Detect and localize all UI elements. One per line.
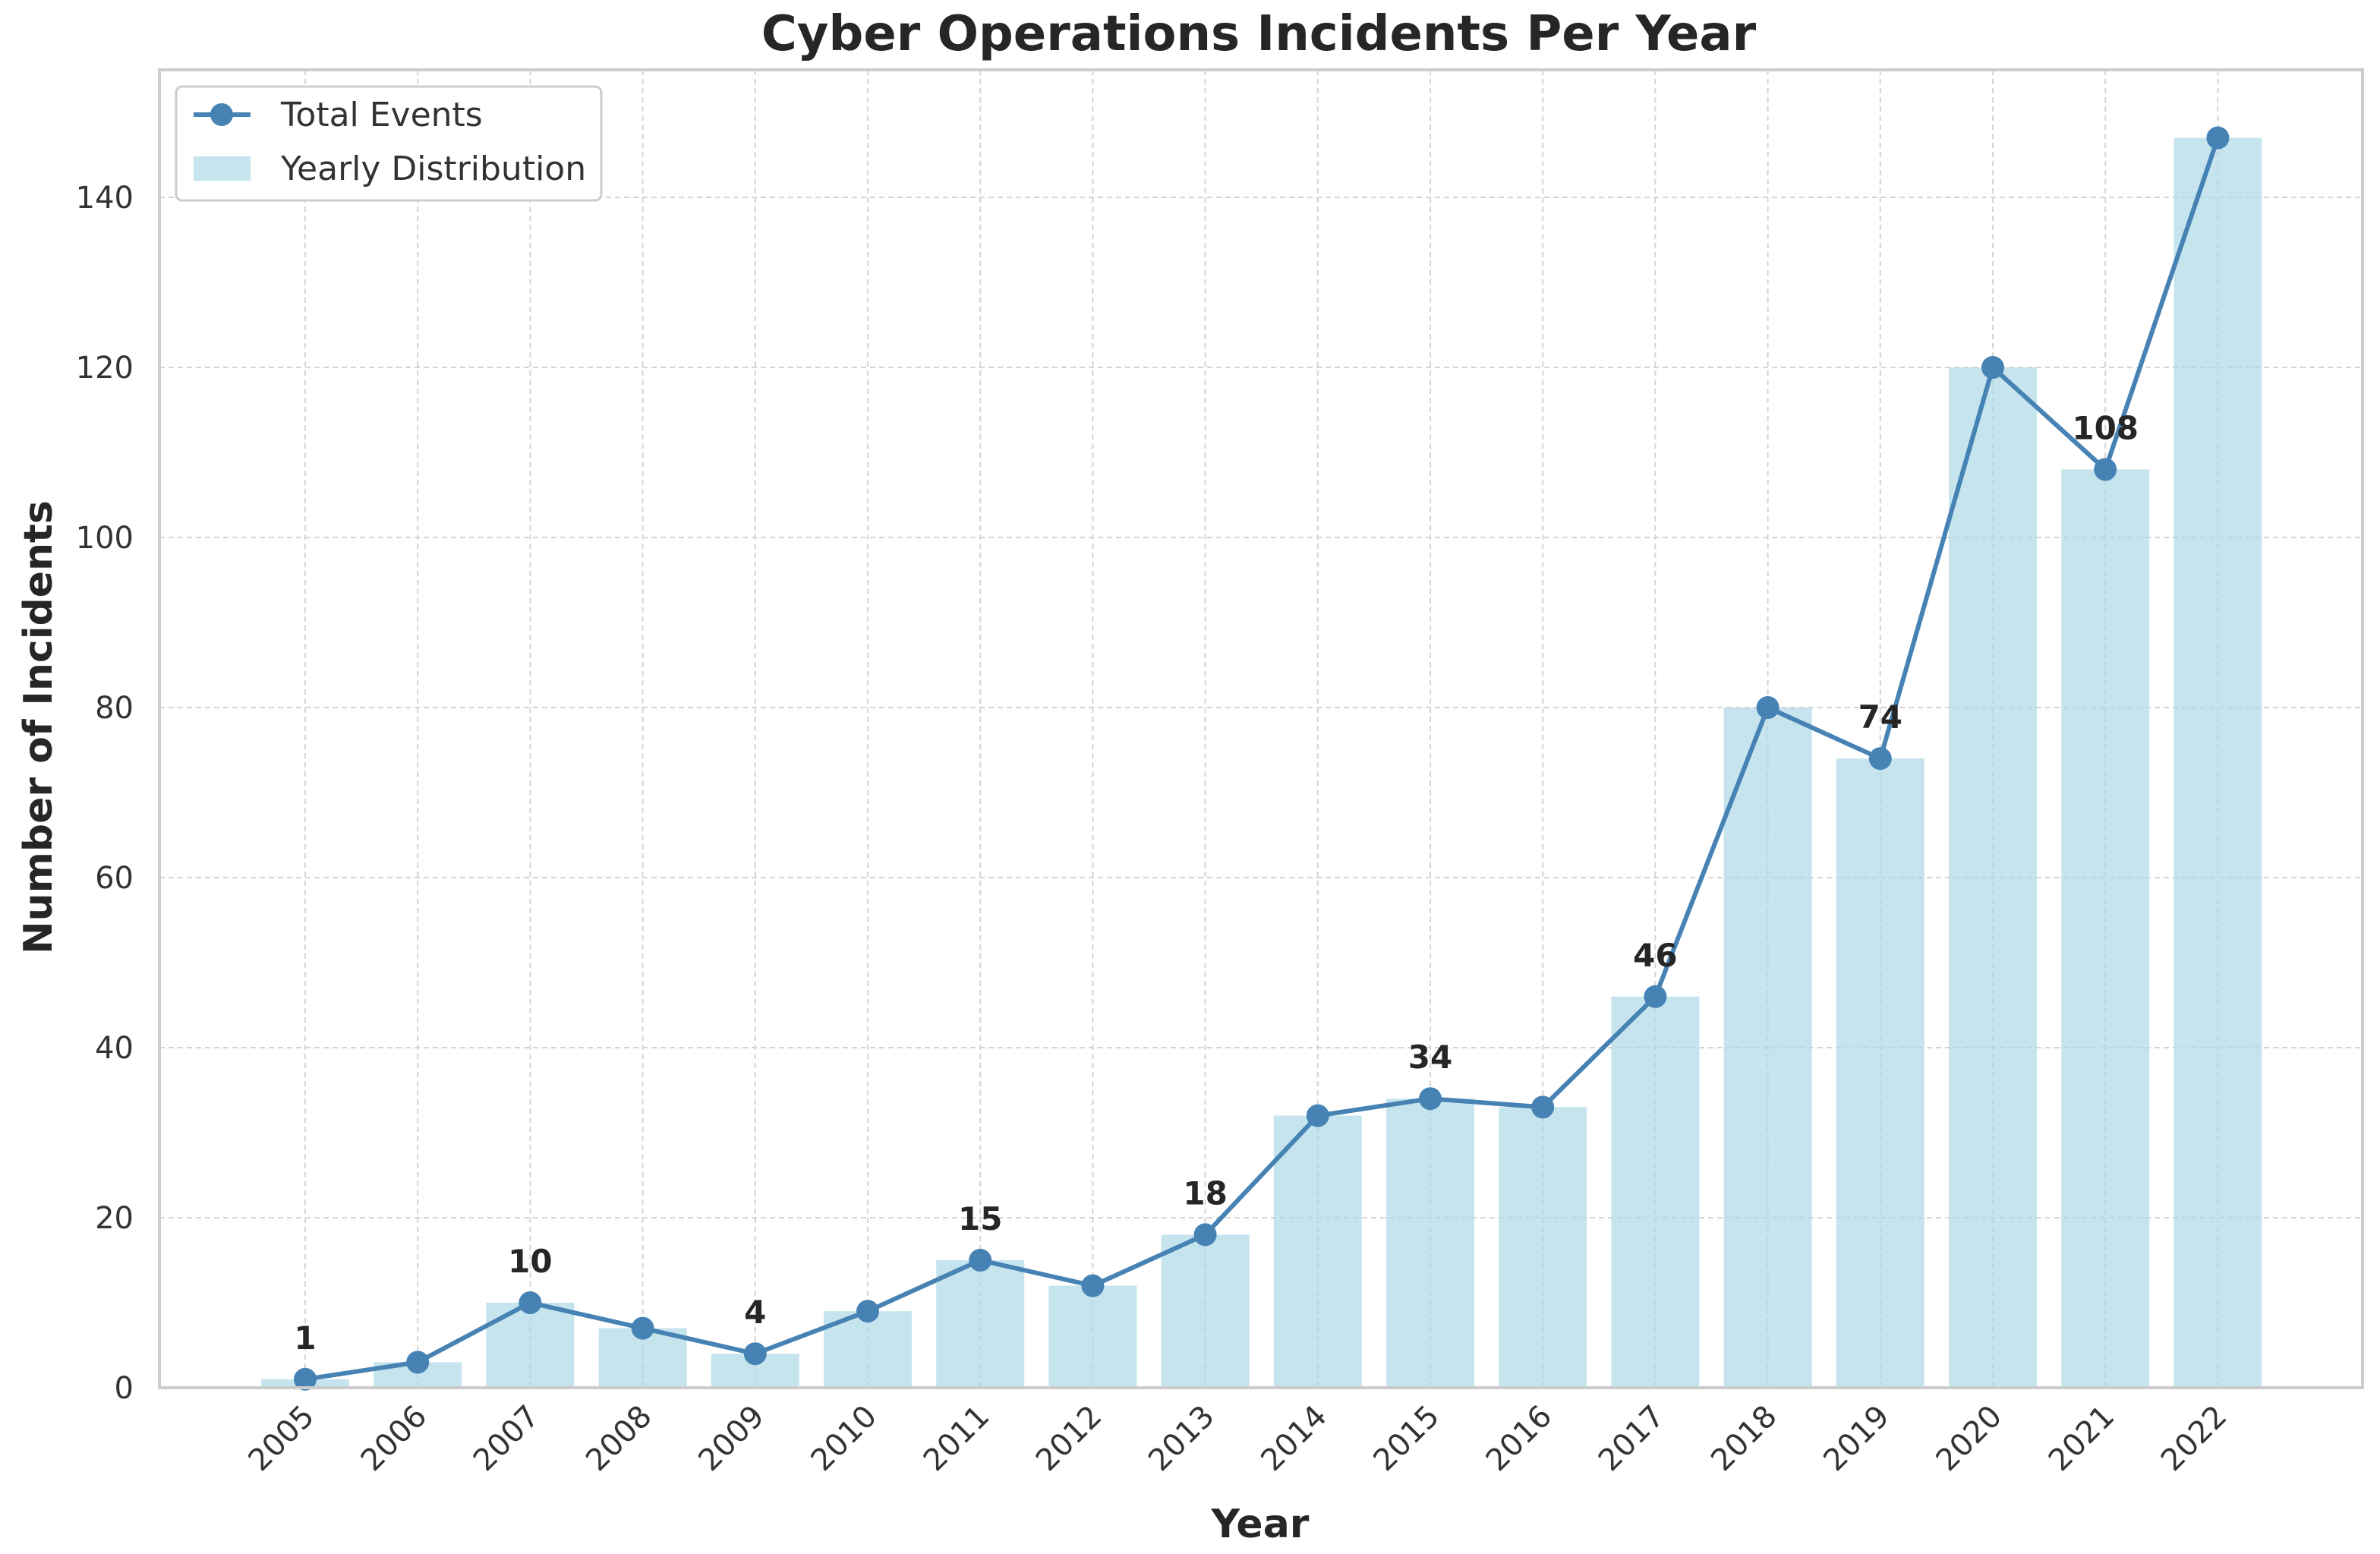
series-line	[304, 137, 2221, 1382]
y-tick-label: 60	[95, 861, 134, 896]
data-point	[294, 1367, 317, 1391]
annotations: 1 10 4 15 18 34 46 74 108	[294, 409, 2139, 1356]
data-point	[1193, 1223, 1217, 1247]
bar	[1723, 708, 1812, 1388]
data-point	[1419, 1087, 1442, 1111]
legend-label-total-events: Total Events	[280, 96, 483, 134]
data-point	[1981, 356, 2004, 379]
y-tick-labels: 0 20 40 60 80 100 120 140	[76, 181, 134, 1406]
data-point	[2094, 458, 2117, 481]
data-point	[2206, 126, 2230, 150]
bar	[1273, 1115, 1362, 1388]
x-axis-label: Year	[1211, 1502, 1310, 1547]
bar	[1499, 1107, 1587, 1388]
data-label: 74	[1858, 698, 1902, 736]
data-label: 18	[1183, 1174, 1227, 1212]
data-point	[969, 1249, 992, 1272]
y-axis-label: Number of Incidents	[16, 500, 61, 954]
bar	[1386, 1099, 1474, 1388]
data-label: 10	[508, 1243, 552, 1280]
data-point	[1306, 1104, 1329, 1127]
data-point	[1756, 696, 1779, 719]
y-tick-label: 120	[76, 351, 134, 386]
legend-label-yearly-distribution: Yearly Distribution	[280, 150, 586, 188]
data-point	[856, 1300, 879, 1323]
y-tick-label: 100	[76, 521, 134, 556]
data-point	[743, 1342, 767, 1366]
data-label: 15	[958, 1200, 1002, 1237]
data-point	[1868, 747, 1892, 771]
plot-frame	[158, 68, 2364, 1389]
y-tick-label: 80	[95, 691, 134, 726]
bar	[1048, 1285, 1137, 1388]
y-tick-label: 20	[95, 1201, 134, 1236]
legend-box	[175, 85, 603, 202]
bar	[1949, 367, 2037, 1388]
data-label: 34	[1408, 1039, 1452, 1076]
bar	[1161, 1234, 1250, 1388]
legend-bar-swatch	[194, 156, 251, 181]
data-label: 108	[2072, 409, 2139, 446]
bar	[1611, 996, 1700, 1388]
legend: Total Events Yearly Distribution	[175, 85, 603, 202]
bar	[2174, 137, 2262, 1389]
legend-marker-swatch	[210, 103, 233, 126]
data-label: 4	[744, 1294, 766, 1331]
chart-title: Cyber Operations Incidents Per Year	[761, 6, 1757, 62]
data-point	[519, 1291, 542, 1314]
y-tick-label: 0	[115, 1371, 134, 1406]
data-point	[631, 1316, 654, 1340]
bar	[486, 1303, 575, 1388]
bar	[1836, 758, 1924, 1388]
data-point	[1644, 985, 1667, 1008]
data-point	[406, 1351, 430, 1374]
y-tick-label: 40	[95, 1031, 134, 1066]
data-point	[1531, 1095, 1555, 1119]
bar	[936, 1260, 1025, 1388]
data-point	[1081, 1274, 1105, 1297]
y-tick-label: 140	[76, 181, 134, 216]
line-series	[294, 126, 2230, 1391]
bar	[2061, 469, 2150, 1388]
data-label: 46	[1633, 937, 1677, 974]
data-label: 1	[294, 1319, 316, 1357]
